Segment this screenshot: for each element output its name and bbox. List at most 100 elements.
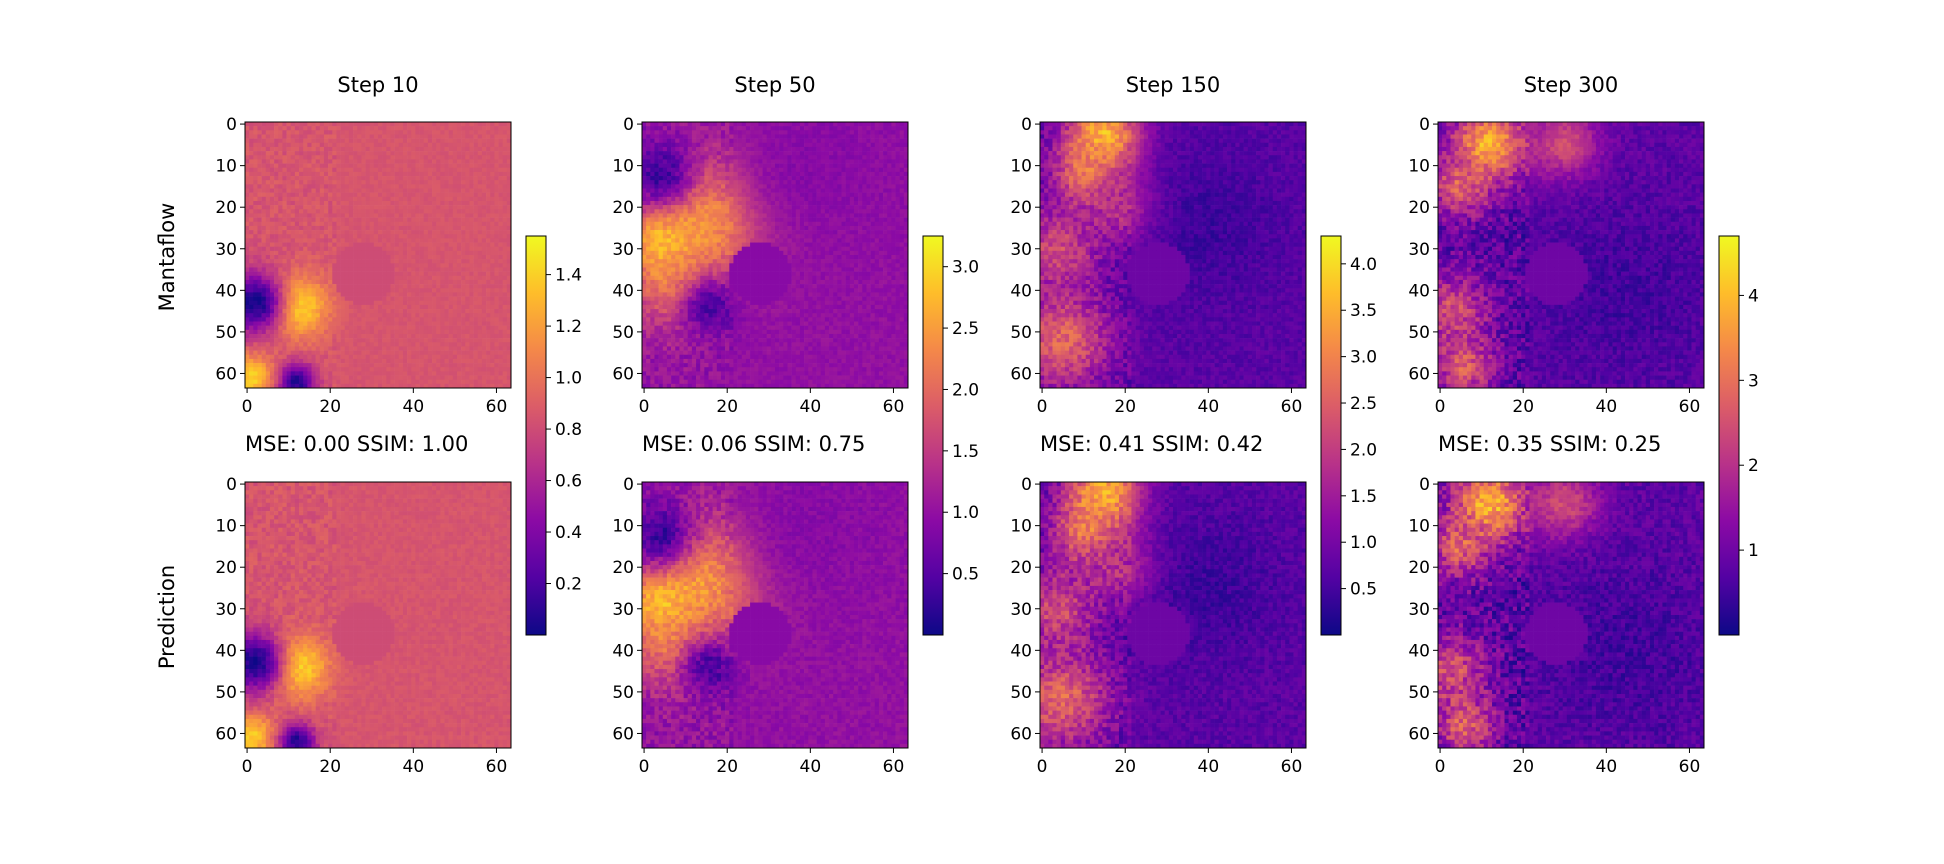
heatmap-cell [461, 251, 465, 255]
heatmap-cell [474, 301, 478, 305]
heatmap-cell [357, 209, 361, 213]
heatmap-cell [295, 205, 299, 209]
heatmap-cell [357, 151, 361, 155]
heatmap-cell [378, 309, 382, 313]
heatmap-cell [270, 218, 274, 222]
heatmap-cell [262, 164, 266, 168]
heatmap-cell [324, 380, 328, 384]
heatmap-cell [486, 267, 490, 271]
heatmap-cell [436, 143, 440, 147]
heatmap-cell [407, 363, 411, 367]
heatmap-cell [249, 515, 253, 519]
heatmap-cell [415, 184, 419, 188]
heatmap-cell [353, 490, 357, 494]
heatmap-cell [490, 363, 494, 367]
heatmap-cell [415, 130, 419, 134]
heatmap-cell [420, 180, 424, 184]
heatmap-cell [366, 226, 370, 230]
heatmap-cell [295, 276, 299, 280]
heatmap-cell [390, 176, 394, 180]
heatmap-cell [478, 511, 482, 515]
heatmap-cell [432, 346, 436, 350]
heatmap-cell [390, 297, 394, 301]
heatmap-cell [341, 355, 345, 359]
heatmap-cell [445, 205, 449, 209]
heatmap-cell [449, 155, 453, 159]
heatmap-cell [436, 272, 440, 276]
heatmap-cell [332, 130, 336, 134]
heatmap-cell [295, 180, 299, 184]
heatmap-cell [270, 139, 274, 143]
heatmap-cell [316, 536, 320, 540]
heatmap-cell [320, 226, 324, 230]
heatmap-cell [245, 259, 249, 263]
heatmap-cell [320, 371, 324, 375]
heatmap-cell [420, 367, 424, 371]
heatmap-cell [420, 201, 424, 205]
heatmap-cell [324, 213, 328, 217]
heatmap-cell [295, 494, 299, 498]
heatmap-cell [478, 255, 482, 259]
heatmap-cell [303, 494, 307, 498]
heatmap-cell [328, 213, 332, 217]
heatmap-cell [374, 322, 378, 326]
heatmap-cell [257, 267, 261, 271]
heatmap-cell [328, 130, 332, 134]
heatmap-cell [494, 238, 498, 242]
heatmap-cell [320, 143, 324, 147]
heatmap-cell [445, 313, 449, 317]
heatmap-cell [453, 276, 457, 280]
heatmap-cell [465, 238, 469, 242]
heatmap-cell [390, 490, 394, 494]
heatmap-cell [253, 363, 257, 367]
heatmap-cell [345, 122, 349, 126]
heatmap-cell [436, 355, 440, 359]
heatmap-cell [449, 503, 453, 507]
heatmap-cell [287, 197, 291, 201]
heatmap-cell [499, 334, 503, 338]
heatmap-cell [357, 139, 361, 143]
heatmap-cell [366, 205, 370, 209]
heatmap-cell [482, 490, 486, 494]
heatmap-cell [266, 201, 270, 205]
heatmap-cell [341, 503, 345, 507]
heatmap-cell [270, 338, 274, 342]
heatmap-cell [445, 267, 449, 271]
heatmap-cell [407, 351, 411, 355]
heatmap-cell [312, 338, 316, 342]
heatmap-cell [499, 482, 503, 486]
heatmap-cell [478, 155, 482, 159]
heatmap-cell [332, 155, 336, 159]
heatmap-cell [390, 528, 394, 532]
heatmap-cell [457, 532, 461, 536]
heatmap-cell [320, 376, 324, 380]
heatmap-cell [336, 259, 340, 263]
heatmap-cell [474, 342, 478, 346]
heatmap-cell [303, 367, 307, 371]
heatmap-cell [282, 218, 286, 222]
heatmap-cell [411, 201, 415, 205]
heatmap-cell [291, 511, 295, 515]
heatmap-cell [341, 524, 345, 528]
heatmap-cell [436, 494, 440, 498]
heatmap-cell [349, 346, 353, 350]
heatmap-cell [399, 363, 403, 367]
heatmap-cell [461, 351, 465, 355]
heatmap-cell [262, 486, 266, 490]
heatmap-cell [461, 490, 465, 494]
heatmap-cell [494, 503, 498, 507]
heatmap-cell [390, 147, 394, 151]
heatmap-cell [420, 172, 424, 176]
heatmap-cell [262, 371, 266, 375]
heatmap-cell [324, 305, 328, 309]
heatmap-cell [345, 490, 349, 494]
heatmap-cell [453, 359, 457, 363]
heatmap-cell [490, 326, 494, 330]
heatmap-cell [307, 359, 311, 363]
heatmap-cell [270, 355, 274, 359]
heatmap-cell [382, 218, 386, 222]
heatmap-cell [349, 222, 353, 226]
heatmap-cell [407, 189, 411, 193]
heatmap-cell [395, 342, 399, 346]
heatmap-cell [420, 380, 424, 384]
